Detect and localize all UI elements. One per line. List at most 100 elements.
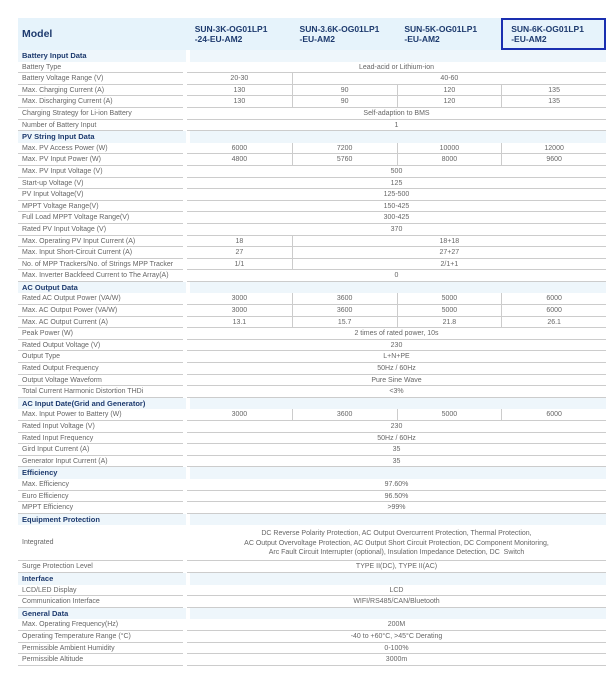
table-row: Max. PV Input Power (W) 4800 5760 8000 9600 xyxy=(18,154,606,166)
row-label: Output Type xyxy=(18,351,183,364)
table-row: Output Type L+N+PE xyxy=(18,351,606,364)
row-value: 125 xyxy=(390,179,403,187)
row-value: 2 times of rated power, 10s xyxy=(354,330,439,338)
row-value: 5000 xyxy=(396,293,502,305)
row-value: DC Reverse Polarity Protection, AC Outpu… xyxy=(244,530,549,557)
row-label: Euro Efficiency xyxy=(18,491,183,503)
table-row: Rated Output Voltage (V) 230 xyxy=(18,340,606,352)
row-value: 97.60% xyxy=(384,480,409,488)
row-value: 26.1 xyxy=(501,316,606,328)
row-label: Battery Type xyxy=(18,62,183,74)
row-value: 13.1 xyxy=(232,318,247,326)
section-fill xyxy=(189,50,606,62)
section-header: General Data xyxy=(18,607,606,620)
row-value: Lead-acid or Lithium-ion xyxy=(358,63,435,71)
row-value: 35 xyxy=(392,446,401,454)
row-value: 3000 xyxy=(231,307,248,315)
row-label: Max. Inverter Backfeed Current to The Ar… xyxy=(18,270,183,282)
row-value: TYPE II(DC), TYPE II(AC) xyxy=(355,563,438,571)
table-row: Rated Input Voltage (V) 230 xyxy=(18,421,606,433)
section-title: General Data xyxy=(18,607,186,620)
row-value: 3000m xyxy=(385,656,408,664)
row-value: 120 xyxy=(396,84,502,96)
row-label: Permissible Ambient Humidity xyxy=(18,643,183,655)
row-value: 3600 xyxy=(291,293,397,305)
row-label: Full Load MPPT Voltage Range(V) xyxy=(18,212,183,224)
table-row: Rated AC Output Power (VA/W) 3000 3600 5000… xyxy=(18,293,606,306)
row-label: Rated Output Frequency xyxy=(18,363,183,375)
table-row: Full Load MPPT Voltage Range(V) 300-425 xyxy=(18,212,606,224)
row-label: Max. Operating PV Input Current (A) xyxy=(18,236,183,248)
row-value: 6000 xyxy=(501,409,606,420)
row-label: Max. Efficiency xyxy=(18,479,183,491)
table-row: Battery Voltage Range (V) 20-30 40-60 xyxy=(18,73,606,85)
row-value: 7200 xyxy=(291,142,397,154)
table-row: Charging Strategy for Li-ion Battery Self… xyxy=(18,108,606,120)
row-value: <3% xyxy=(389,388,404,396)
row-label: Gird Input Current (A) xyxy=(18,444,183,456)
table-row: Battery Type Lead-acid or Lithium-ion xyxy=(18,62,606,74)
table-row: Max. Operating Frequency(Hz) 200M xyxy=(18,619,606,631)
table-row: Max. Efficiency 97.60% xyxy=(18,479,606,491)
row-value: 9600 xyxy=(501,154,606,165)
row-label: Peak Power (W) xyxy=(18,328,183,340)
table-row: Communication Interface WIFI/RS485/CAN/Bl… xyxy=(18,596,606,608)
row-value: WIFI/RS485/CAN/Bluetooth xyxy=(353,598,440,606)
row-value: 3000 xyxy=(231,295,248,303)
row-value: 120 xyxy=(396,96,502,107)
row-label: No. of MPP Trackers/No. of Strings MPP T… xyxy=(18,259,183,271)
row-label: Surge Protection Level xyxy=(18,561,183,573)
table-row: Max. AC Output Current (A) 13.1 15.7 21.8 26… xyxy=(18,316,606,329)
row-label: Communication Interface xyxy=(18,596,183,608)
row-value: 6000 xyxy=(501,305,606,316)
row-label: Max. AC Output Current (A) xyxy=(18,317,183,329)
section-header: Interface xyxy=(18,572,606,585)
section-title: Equipment Protection xyxy=(18,513,186,526)
section-fill xyxy=(189,513,606,526)
row-value: 90 xyxy=(291,96,397,107)
table-row: Max. Inverter Backfeed Current to The Ar… xyxy=(18,270,606,282)
row-label: Integrated xyxy=(18,525,183,562)
row-value: 21.8 xyxy=(396,316,502,328)
row-value: 200M xyxy=(387,621,406,629)
row-value: 0 xyxy=(394,272,399,280)
table-row: No. of MPP Trackers/No. of Strings MPP T… xyxy=(18,258,606,271)
row-label: Max. PV Access Power (W) xyxy=(18,143,183,155)
spec-table: Model SUN-3K-OG01LP1 -24-EU-AM2 SUN-3.6K… xyxy=(18,18,607,666)
table-row: MPPT Efficiency >99% xyxy=(18,502,606,514)
row-value: Self-adaption to BMS xyxy=(363,109,430,117)
row-value: 96.50% xyxy=(384,492,409,500)
row-value: L+N+PE xyxy=(383,353,410,361)
row-value: 6000 xyxy=(231,144,248,152)
table-row: Euro Efficiency 96.50% xyxy=(18,491,606,503)
row-label: Number of Battery Input xyxy=(18,120,183,132)
model-column: SUN-3.6K-OG01LP1 -EU-AM2 xyxy=(299,24,380,44)
row-value: 2/1+1 xyxy=(291,258,606,270)
row-label: Rated AC Output Power (VA/W) xyxy=(18,293,183,306)
row-value: 5760 xyxy=(291,154,397,165)
row-value: 0-100% xyxy=(384,644,409,652)
row-value: 5000 xyxy=(396,305,502,316)
row-label: Max. AC Output Power (VA/W) xyxy=(18,305,183,317)
table-row: Max. AC Output Power (VA/W) 3000 3600 5000 6… xyxy=(18,305,606,317)
row-value: 35 xyxy=(392,457,401,465)
row-label: Operating Temperature Range (°C) xyxy=(18,631,183,643)
row-value: 3600 xyxy=(291,409,397,420)
table-row: Output Voltage Waveform Pure Sine Wave xyxy=(18,375,606,387)
section-title: Battery Input Data xyxy=(18,50,186,62)
table-row: Max. PV Input Voltage (V) 500 xyxy=(18,166,606,178)
table-row: MPPT Voltage Range(V) 150-425 xyxy=(18,201,606,213)
row-value: 130 xyxy=(233,86,246,94)
section-title: Interface xyxy=(18,572,186,585)
section-title: AC Output Data xyxy=(18,281,186,294)
row-value: 8000 xyxy=(396,154,502,165)
table-row: Integrated DC Reverse Polarity Protection… xyxy=(18,525,606,562)
row-value: 300-425 xyxy=(383,214,410,222)
section-fill xyxy=(189,397,606,410)
table-row: Total Current Harmonic Distortion THDi <3… xyxy=(18,386,606,398)
row-value: 130 xyxy=(233,98,246,106)
row-label: PV Input Voltage(V) xyxy=(18,189,183,201)
row-value: 10000 xyxy=(396,142,502,154)
row-value: 6000 xyxy=(501,293,606,305)
section-fill xyxy=(189,131,606,143)
